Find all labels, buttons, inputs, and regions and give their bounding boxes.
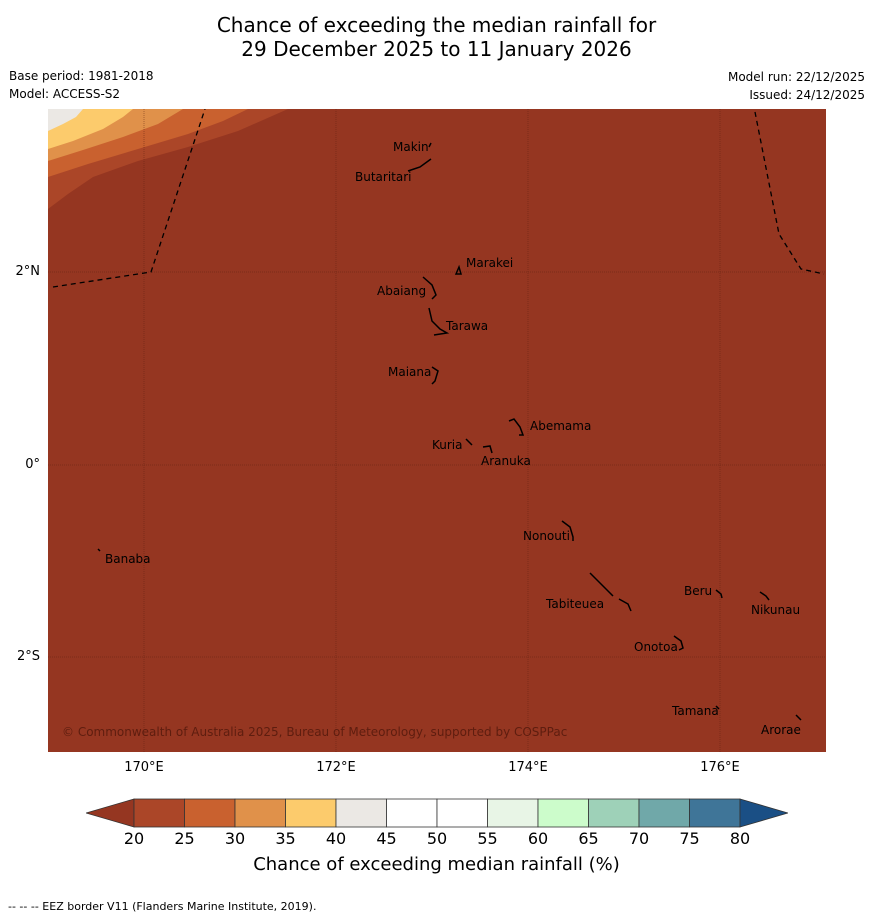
model-name: Model: ACCESS-S2 xyxy=(9,87,121,101)
colorbar-tick-label: 45 xyxy=(376,829,397,848)
colorbar-segment-70-75 xyxy=(638,798,690,828)
colorbar-tick-label: 30 xyxy=(224,829,246,848)
islands xyxy=(97,142,802,721)
place-labels: Makin Butaritari Marakei Abaiang Tarawa … xyxy=(105,140,801,737)
lat-tick-2n: 2°N xyxy=(15,264,41,279)
colorbar-segment-35-40 xyxy=(285,798,337,828)
colorbar-tick-label: 70 xyxy=(628,829,650,848)
lon-tick-174e: 174°E xyxy=(508,760,548,775)
eez-border xyxy=(52,109,825,288)
island-nikunau xyxy=(759,591,770,601)
island-abaiang xyxy=(422,276,437,300)
island-arorae xyxy=(795,714,802,721)
colorbar xyxy=(86,798,788,828)
colorbar-segment-75-80 xyxy=(689,798,741,828)
label-tabiteuea: Tabiteuea xyxy=(545,597,604,611)
island-butaritari xyxy=(407,158,432,172)
island-tamana xyxy=(715,705,720,710)
colorbar-title: Chance of exceeding median rainfall (%) xyxy=(253,854,620,875)
lat-tick-2s: 2°S xyxy=(16,649,40,664)
copyright-notice: © Commonwealth of Australia 2025, Bureau… xyxy=(62,725,567,739)
colorbar-tick-label: 20 xyxy=(123,829,145,848)
label-tamana: Tamana xyxy=(671,704,719,718)
island-tarawa xyxy=(428,307,450,336)
label-nikunau: Nikunau xyxy=(751,603,800,617)
colorbar-segment-30-35 xyxy=(234,798,286,828)
label-maiana: Maiana xyxy=(388,365,431,379)
colorbar-tick-label: 25 xyxy=(174,829,195,848)
colorbar-tick-label: 40 xyxy=(325,829,347,848)
colorbar-segment-40-45 xyxy=(335,798,387,828)
label-arorae: Arorae xyxy=(761,723,801,737)
colorbar-tick-label: 35 xyxy=(275,829,296,848)
base-period: Base period: 1981-2018 xyxy=(9,69,154,83)
colorbar-tick-label: 50 xyxy=(426,829,448,848)
label-aranuka: Aranuka xyxy=(481,454,531,468)
colorbar-segment-45-50 xyxy=(386,798,438,828)
island-kuria xyxy=(465,438,473,446)
colorbar-tick-label: 55 xyxy=(477,829,498,848)
colorbar-tick-label: 80 xyxy=(729,829,751,848)
colorbar-segment-55-60 xyxy=(487,798,539,828)
lon-tick-170e: 170°E xyxy=(124,760,164,775)
island-marakei xyxy=(454,264,462,275)
colorbar-tick-label: 60 xyxy=(527,829,549,848)
map-background xyxy=(48,109,826,752)
rainfall-map: Makin Butaritari Marakei Abaiang Tarawa … xyxy=(48,109,826,752)
label-abaiang: Abaiang xyxy=(377,284,426,298)
issued-date: Issued: 24/12/2025 xyxy=(749,88,865,102)
label-marakei: Marakei xyxy=(466,256,513,270)
colorbar-tick-label: 75 xyxy=(679,829,700,848)
island-makin xyxy=(428,142,432,148)
island-nonouti xyxy=(561,520,574,541)
colorbar-segment-65-70 xyxy=(588,798,640,828)
colorbar-tick-label: 65 xyxy=(578,829,599,848)
island-maiana xyxy=(431,366,439,385)
island-beru xyxy=(715,589,723,599)
lat-tick-0: 0° xyxy=(25,457,40,472)
band-40-45 xyxy=(48,109,83,131)
island-onotoa xyxy=(673,635,684,651)
colorbar-segment-60-65 xyxy=(537,798,589,828)
label-nonouti: Nonouti xyxy=(523,529,570,543)
label-makin: Makin xyxy=(393,140,429,154)
lon-tick-172e: 172°E xyxy=(316,760,356,775)
gridlines xyxy=(48,109,826,752)
colorbar-segment-25-30 xyxy=(184,798,236,828)
colorbar-under-arrow xyxy=(86,798,135,828)
label-kuria: Kuria xyxy=(432,438,463,452)
label-butaritari: Butaritari xyxy=(355,170,412,184)
title-line-1: Chance of exceeding the median rainfall … xyxy=(216,13,657,37)
colorbar-segment-50-55 xyxy=(436,798,488,828)
title-line-2: 29 December 2025 to 11 January 2026 xyxy=(241,37,632,61)
eez-legend-footer: -- -- -- EEZ border V11 (Flanders Marine… xyxy=(8,900,317,913)
colorbar-segment-20-25 xyxy=(133,798,185,828)
label-banaba: Banaba xyxy=(105,552,151,566)
model-run: Model run: 22/12/2025 xyxy=(727,70,865,84)
label-abemama: Abemama xyxy=(530,419,591,433)
label-tarawa: Tarawa xyxy=(445,319,488,333)
lon-tick-176e: 176°E xyxy=(700,760,740,775)
island-tabiteuea xyxy=(589,572,632,612)
island-abemama xyxy=(508,418,525,436)
island-banaba xyxy=(97,548,101,552)
colorbar-over-arrow xyxy=(739,798,788,828)
label-onotoa: Onotoa xyxy=(634,640,678,654)
label-beru: Beru xyxy=(684,584,712,598)
island-aranuka xyxy=(482,445,493,454)
